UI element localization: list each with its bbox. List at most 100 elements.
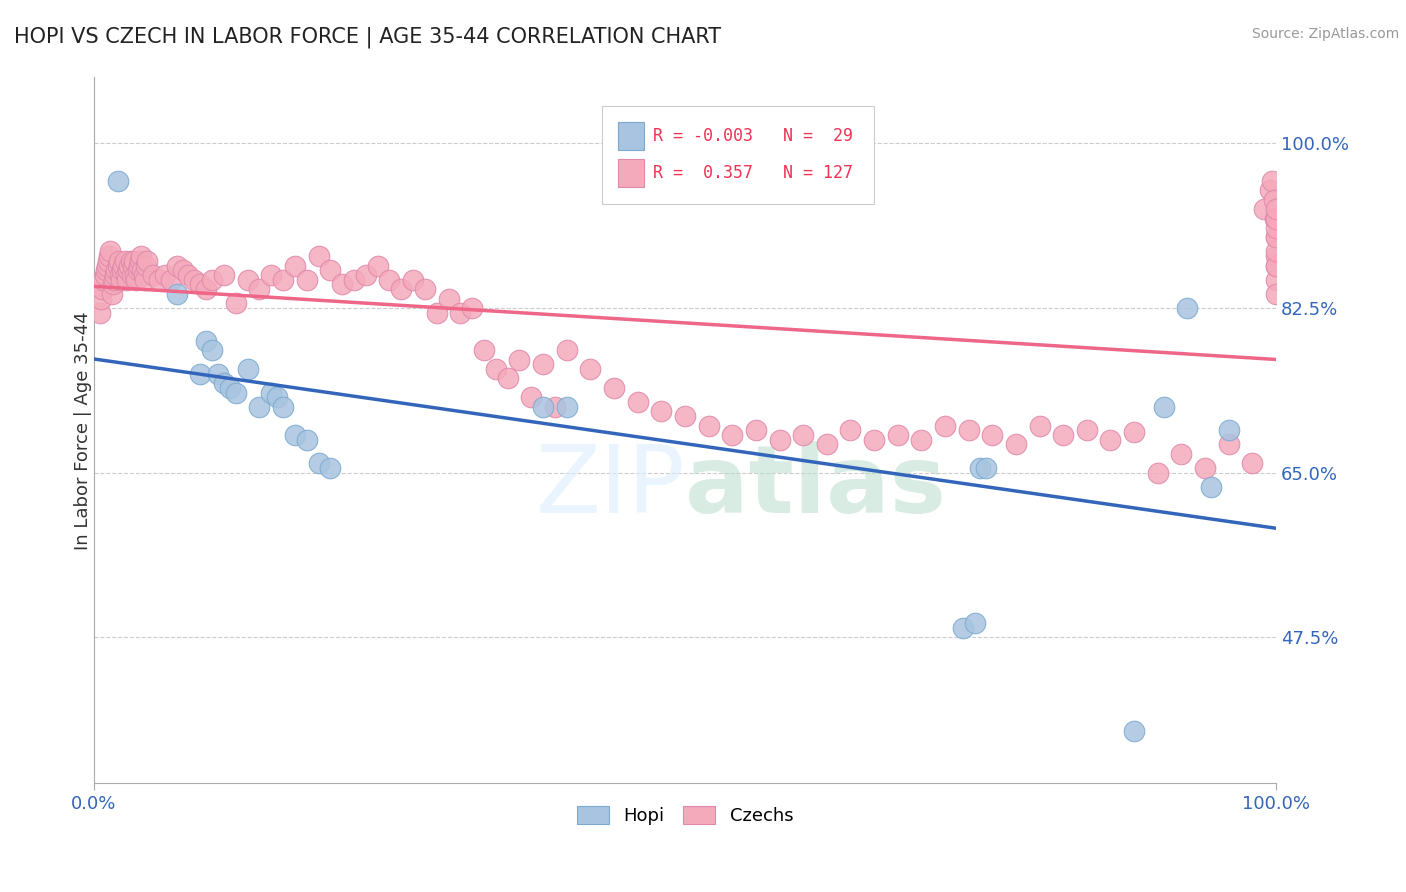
Point <box>472 343 495 358</box>
Point <box>981 428 1004 442</box>
Point <box>1265 259 1288 273</box>
Point <box>89 305 111 319</box>
Point <box>114 253 136 268</box>
Point <box>508 352 530 367</box>
Point <box>1265 221 1288 235</box>
Point <box>1218 423 1240 437</box>
Point <box>132 268 155 282</box>
Point <box>201 273 224 287</box>
Point <box>815 437 838 451</box>
Point <box>343 273 366 287</box>
Point <box>1146 466 1168 480</box>
Point <box>148 273 170 287</box>
Point <box>101 277 124 292</box>
Point <box>107 259 129 273</box>
Point <box>236 273 259 287</box>
Point <box>1265 230 1288 244</box>
Point <box>96 259 118 273</box>
Point <box>627 395 650 409</box>
Point <box>183 273 205 287</box>
Point <box>354 268 377 282</box>
Point <box>266 390 288 404</box>
Text: HOPI VS CZECH IN LABOR FORCE | AGE 35-44 CORRELATION CHART: HOPI VS CZECH IN LABOR FORCE | AGE 35-44… <box>14 27 721 48</box>
Point <box>177 268 200 282</box>
Point <box>295 433 318 447</box>
Point <box>697 418 720 433</box>
Point <box>129 253 152 268</box>
Point <box>1265 211 1288 226</box>
Point <box>389 282 412 296</box>
Point <box>159 273 181 287</box>
Text: R =  0.357   N = 127: R = 0.357 N = 127 <box>652 164 853 182</box>
FancyBboxPatch shape <box>602 105 875 204</box>
Point <box>839 423 862 437</box>
Point <box>207 367 229 381</box>
Point <box>122 253 145 268</box>
Point <box>104 268 127 282</box>
Point <box>886 428 908 442</box>
Point <box>284 259 307 273</box>
Point <box>1005 437 1028 451</box>
Point <box>531 400 554 414</box>
Point <box>555 400 578 414</box>
Point <box>108 268 131 282</box>
Point <box>97 253 120 268</box>
Legend: Hopi, Czechs: Hopi, Czechs <box>568 797 803 834</box>
Point <box>122 259 145 273</box>
Point <box>1265 249 1288 263</box>
Point <box>330 277 353 292</box>
Point <box>125 273 148 287</box>
Point <box>94 263 117 277</box>
Point <box>963 616 986 631</box>
Point <box>1052 428 1074 442</box>
Point <box>603 381 626 395</box>
Point <box>124 268 146 282</box>
Point <box>93 268 115 282</box>
Point <box>768 433 790 447</box>
Point <box>1265 286 1288 301</box>
Point <box>792 428 814 442</box>
Point <box>650 404 672 418</box>
Point <box>437 292 460 306</box>
Point <box>212 376 235 391</box>
Point <box>188 277 211 292</box>
Point <box>115 268 138 282</box>
Point <box>1241 456 1264 470</box>
Point <box>319 461 342 475</box>
Point <box>1175 301 1198 315</box>
Point <box>225 385 247 400</box>
Point <box>107 253 129 268</box>
Point <box>544 400 567 414</box>
Point <box>1123 425 1146 439</box>
Point <box>957 423 980 437</box>
Point <box>260 268 283 282</box>
Point <box>118 259 141 273</box>
Point <box>195 334 218 348</box>
Point <box>1199 480 1222 494</box>
Point <box>218 381 240 395</box>
Point <box>1261 174 1284 188</box>
Point <box>188 367 211 381</box>
Point <box>105 263 128 277</box>
Point <box>110 273 132 287</box>
Point <box>378 273 401 287</box>
Point <box>121 268 143 282</box>
Point <box>195 282 218 296</box>
Point <box>1153 400 1175 414</box>
Point <box>112 259 135 273</box>
Point <box>172 263 194 277</box>
Point <box>127 263 149 277</box>
FancyBboxPatch shape <box>617 159 644 186</box>
Point <box>260 385 283 400</box>
Point <box>249 400 271 414</box>
Point <box>201 343 224 358</box>
Point <box>1194 461 1216 475</box>
Point <box>449 305 471 319</box>
Point <box>1265 273 1288 287</box>
Point <box>134 273 156 287</box>
Point <box>98 249 121 263</box>
Point <box>863 433 886 447</box>
Text: Source: ZipAtlas.com: Source: ZipAtlas.com <box>1251 27 1399 41</box>
Point <box>319 263 342 277</box>
Point <box>212 268 235 282</box>
